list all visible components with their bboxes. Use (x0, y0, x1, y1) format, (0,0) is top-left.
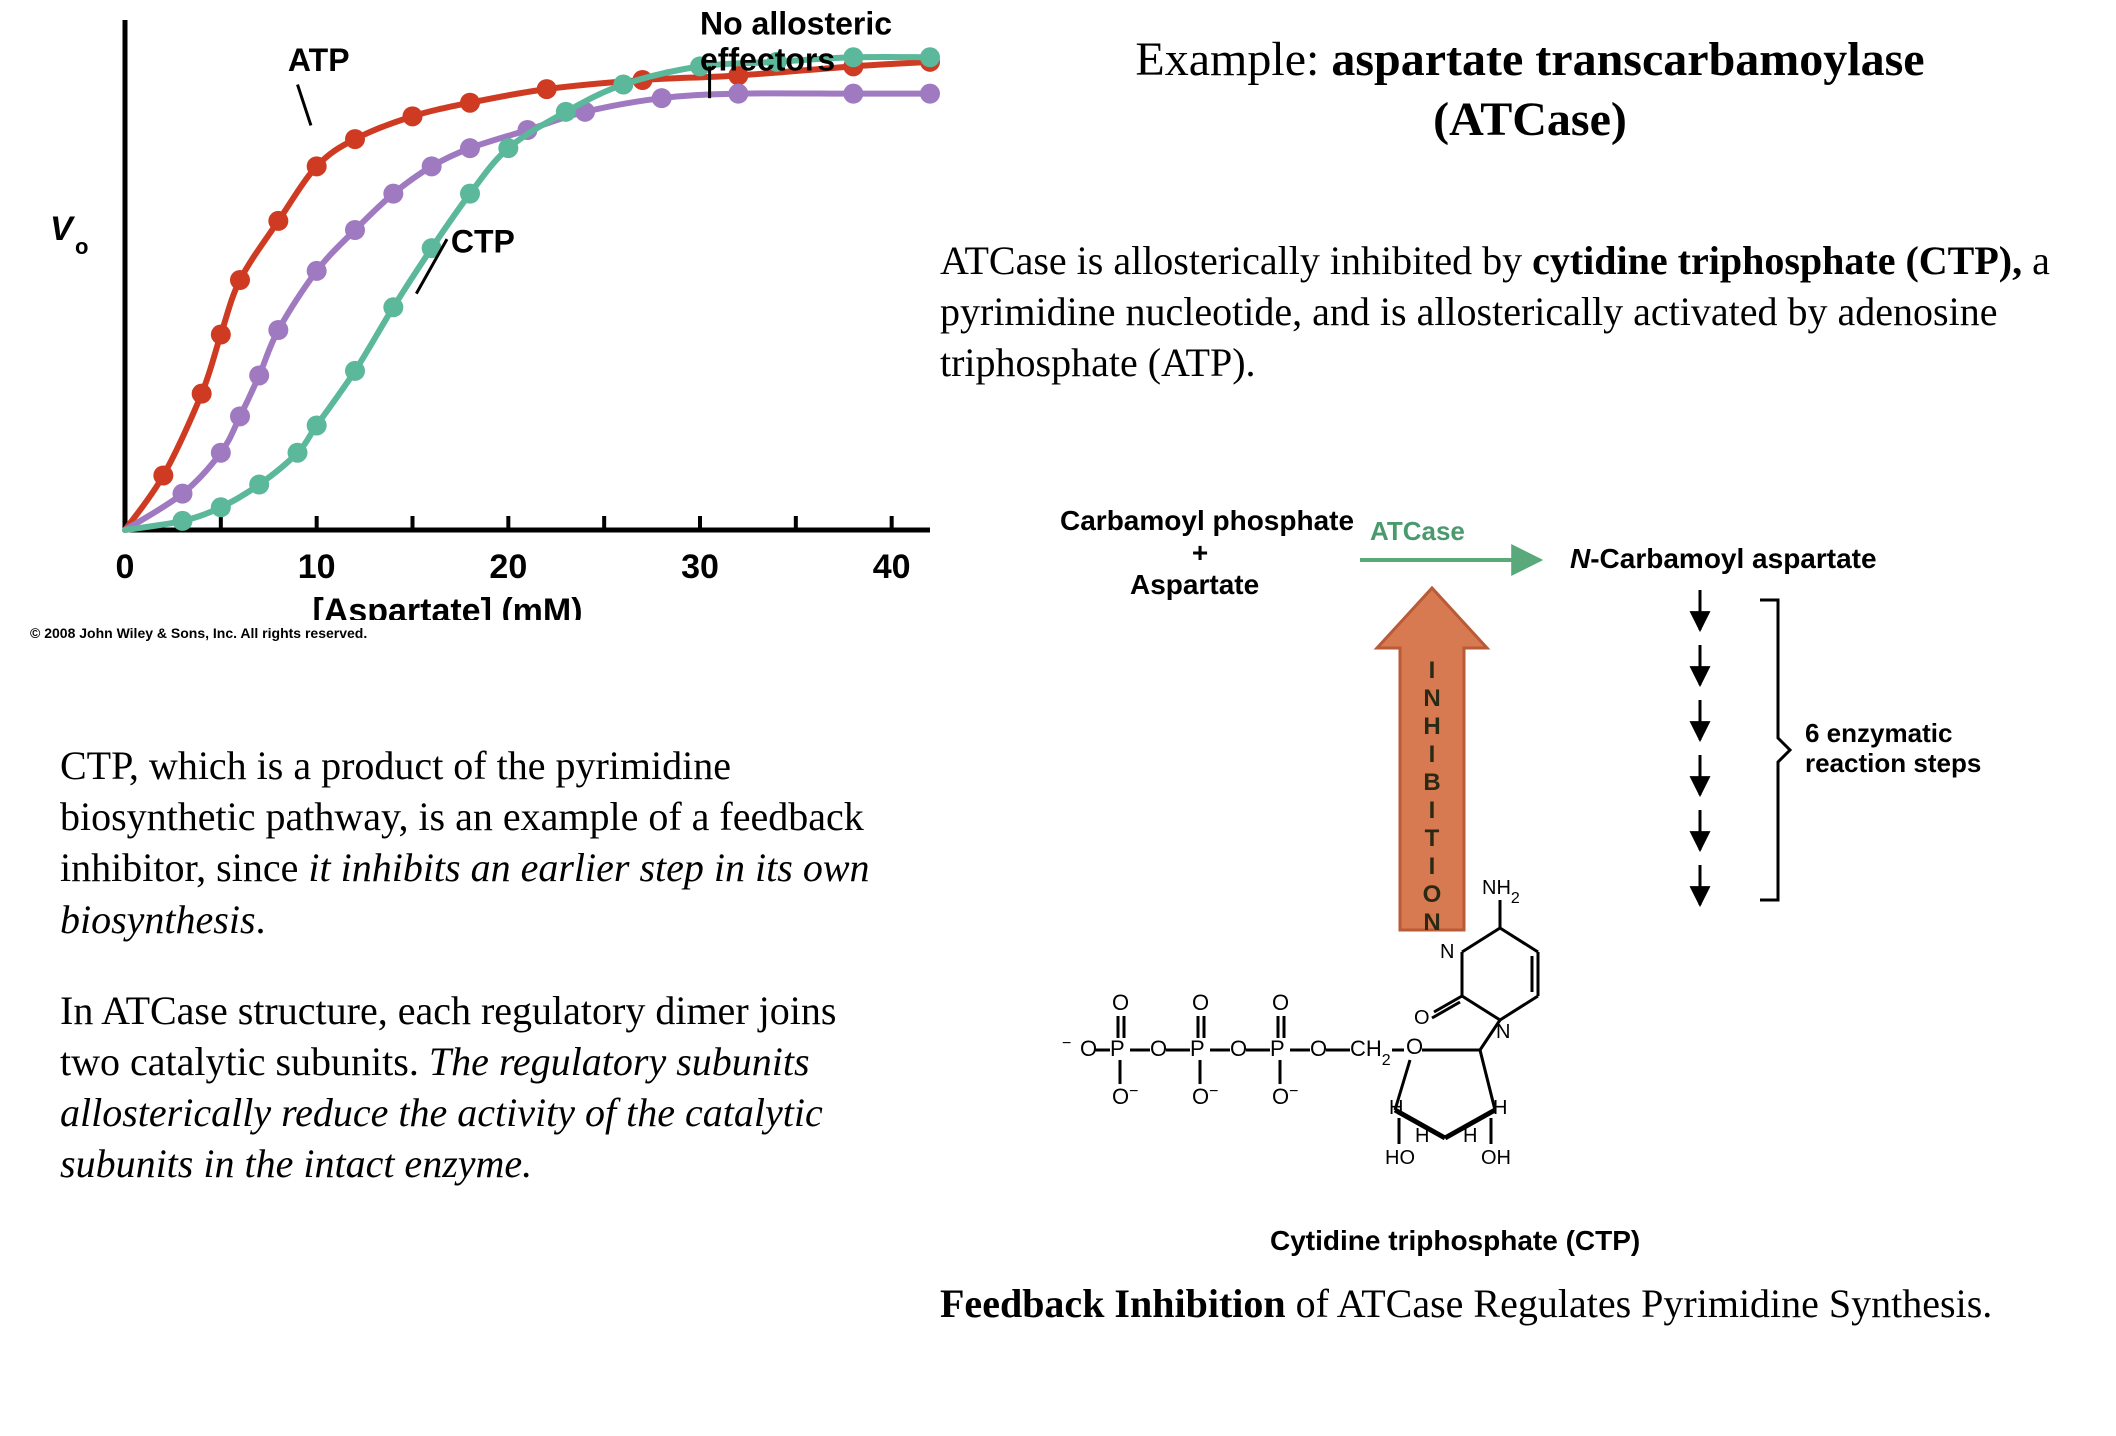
svg-text:N: N (1440, 941, 1454, 963)
svg-text:ATCase: ATCase (1370, 516, 1465, 546)
p1-text-2: . (256, 897, 266, 942)
heading-prefix: Example: (1135, 33, 1331, 86)
svg-text:O: O (1230, 1036, 1247, 1061)
svg-text:30: 30 (681, 548, 719, 586)
svg-text:O−: O− (1112, 1083, 1138, 1110)
svg-text:[Aspartate] (mM): [Aspartate] (mM) (312, 592, 582, 620)
svg-text:P: P (1190, 1036, 1205, 1061)
svg-text:I: I (1429, 657, 1436, 684)
svg-text:N-Carbamoyl aspartate: N-Carbamoyl aspartate (1570, 543, 1877, 574)
svg-text:CH2: CH2 (1350, 1036, 1391, 1069)
svg-text:o: o (75, 234, 88, 259)
svg-text:P: P (1110, 1036, 1125, 1061)
svg-text:20: 20 (489, 548, 527, 586)
svg-text:P: P (1270, 1036, 1285, 1061)
kinetics-graph: 0 10 20 30 40 [Aspartate] (mM) Vo ATP CTP No allo… (30, 10, 950, 620)
caption-text: of ATCase Regulates Pyrimidine Synthesis… (1286, 1281, 1993, 1326)
body-paragraph-1: CTP, which is a product of the pyrimidin… (60, 740, 890, 945)
svg-text:10: 10 (298, 548, 336, 586)
svg-text:B: B (1423, 769, 1440, 796)
svg-text:O: O (1423, 881, 1442, 908)
svg-text:O: O (1192, 990, 1209, 1015)
svg-text:O: O (1406, 1034, 1423, 1059)
svg-text:Aspartate: Aspartate (1130, 569, 1259, 600)
svg-text:I: I (1429, 853, 1436, 880)
diagram-caption: Feedback Inhibition of ATCase Regulates … (940, 1280, 2070, 1328)
caption-bold: Feedback Inhibition (940, 1281, 1286, 1326)
feedback-inhibition-svg: Carbamoyl phosphate+Aspartate ATCase N-Car… (970, 490, 2100, 1270)
page-title: Example: aspartate transcarbamoylase (AT… (980, 30, 2080, 150)
svg-text:O−: O− (1272, 1083, 1298, 1110)
svg-text:I: I (1429, 797, 1436, 824)
copyright-notice: © 2008 John Wiley & Sons, Inc. All right… (30, 625, 367, 641)
svg-text:O: O (1112, 990, 1129, 1015)
svg-text:T: T (1425, 825, 1440, 852)
svg-text:ATP: ATP (288, 42, 350, 78)
svg-text:O: O (1414, 1007, 1430, 1029)
feedback-inhibition-diagram: Carbamoyl phosphate+Aspartate ATCase N-Car… (970, 490, 2100, 1270)
svg-text:H: H (1415, 1125, 1429, 1147)
heading-bold-2: (ATCase) (1433, 93, 1627, 146)
body-paragraph-2: In ATCase structure, each regulatory dim… (60, 985, 890, 1190)
svg-text:N: N (1423, 909, 1440, 936)
body-paragraphs: CTP, which is a product of the pyrimidin… (60, 740, 890, 1230)
svg-text:N: N (1423, 685, 1440, 712)
svg-text:CTP: CTP (451, 224, 515, 260)
svg-text:6 enzymatic: 6 enzymatic (1805, 718, 1952, 748)
kinetics-graph-svg: 0 10 20 30 40 [Aspartate] (mM) Vo ATP CTP No allo… (30, 10, 950, 620)
svg-text:O: O (1272, 990, 1289, 1015)
svg-text:O: O (1310, 1036, 1327, 1061)
svg-text:H: H (1389, 1097, 1403, 1119)
svg-text:Carbamoyl phosphate: Carbamoyl phosphate (1060, 505, 1354, 536)
intro-bold-1: cytidine triphosphate (CTP), (1532, 238, 2022, 283)
svg-text:OH: OH (1481, 1147, 1511, 1169)
svg-text:+: + (1192, 537, 1208, 568)
svg-text:No allosteric: No allosteric (700, 10, 892, 42)
svg-text:I: I (1429, 741, 1436, 768)
svg-text:40: 40 (873, 548, 911, 586)
svg-text:reaction steps: reaction steps (1805, 748, 1981, 778)
svg-text:effectors: effectors (700, 42, 835, 78)
heading-bold-1: aspartate transcarbamoylase (1331, 33, 1924, 86)
svg-text:H: H (1463, 1125, 1477, 1147)
svg-text:0: 0 (116, 548, 135, 586)
intro-text-1: ATCase is allosterically inhibited by (940, 238, 1532, 283)
svg-text:V: V (50, 210, 76, 248)
svg-text:O−: O− (1192, 1083, 1218, 1110)
svg-text:H: H (1423, 713, 1440, 740)
intro-paragraph: ATCase is allosterically inhibited by cy… (940, 235, 2070, 389)
svg-text:N: N (1496, 1021, 1510, 1043)
svg-text:Cytidine triphosphate (CTP): Cytidine triphosphate (CTP) (1270, 1225, 1640, 1256)
svg-text:H: H (1493, 1097, 1507, 1119)
svg-text:O: O (1150, 1036, 1167, 1061)
svg-text:HO: HO (1385, 1147, 1415, 1169)
svg-text:−: − (1062, 1035, 1071, 1052)
